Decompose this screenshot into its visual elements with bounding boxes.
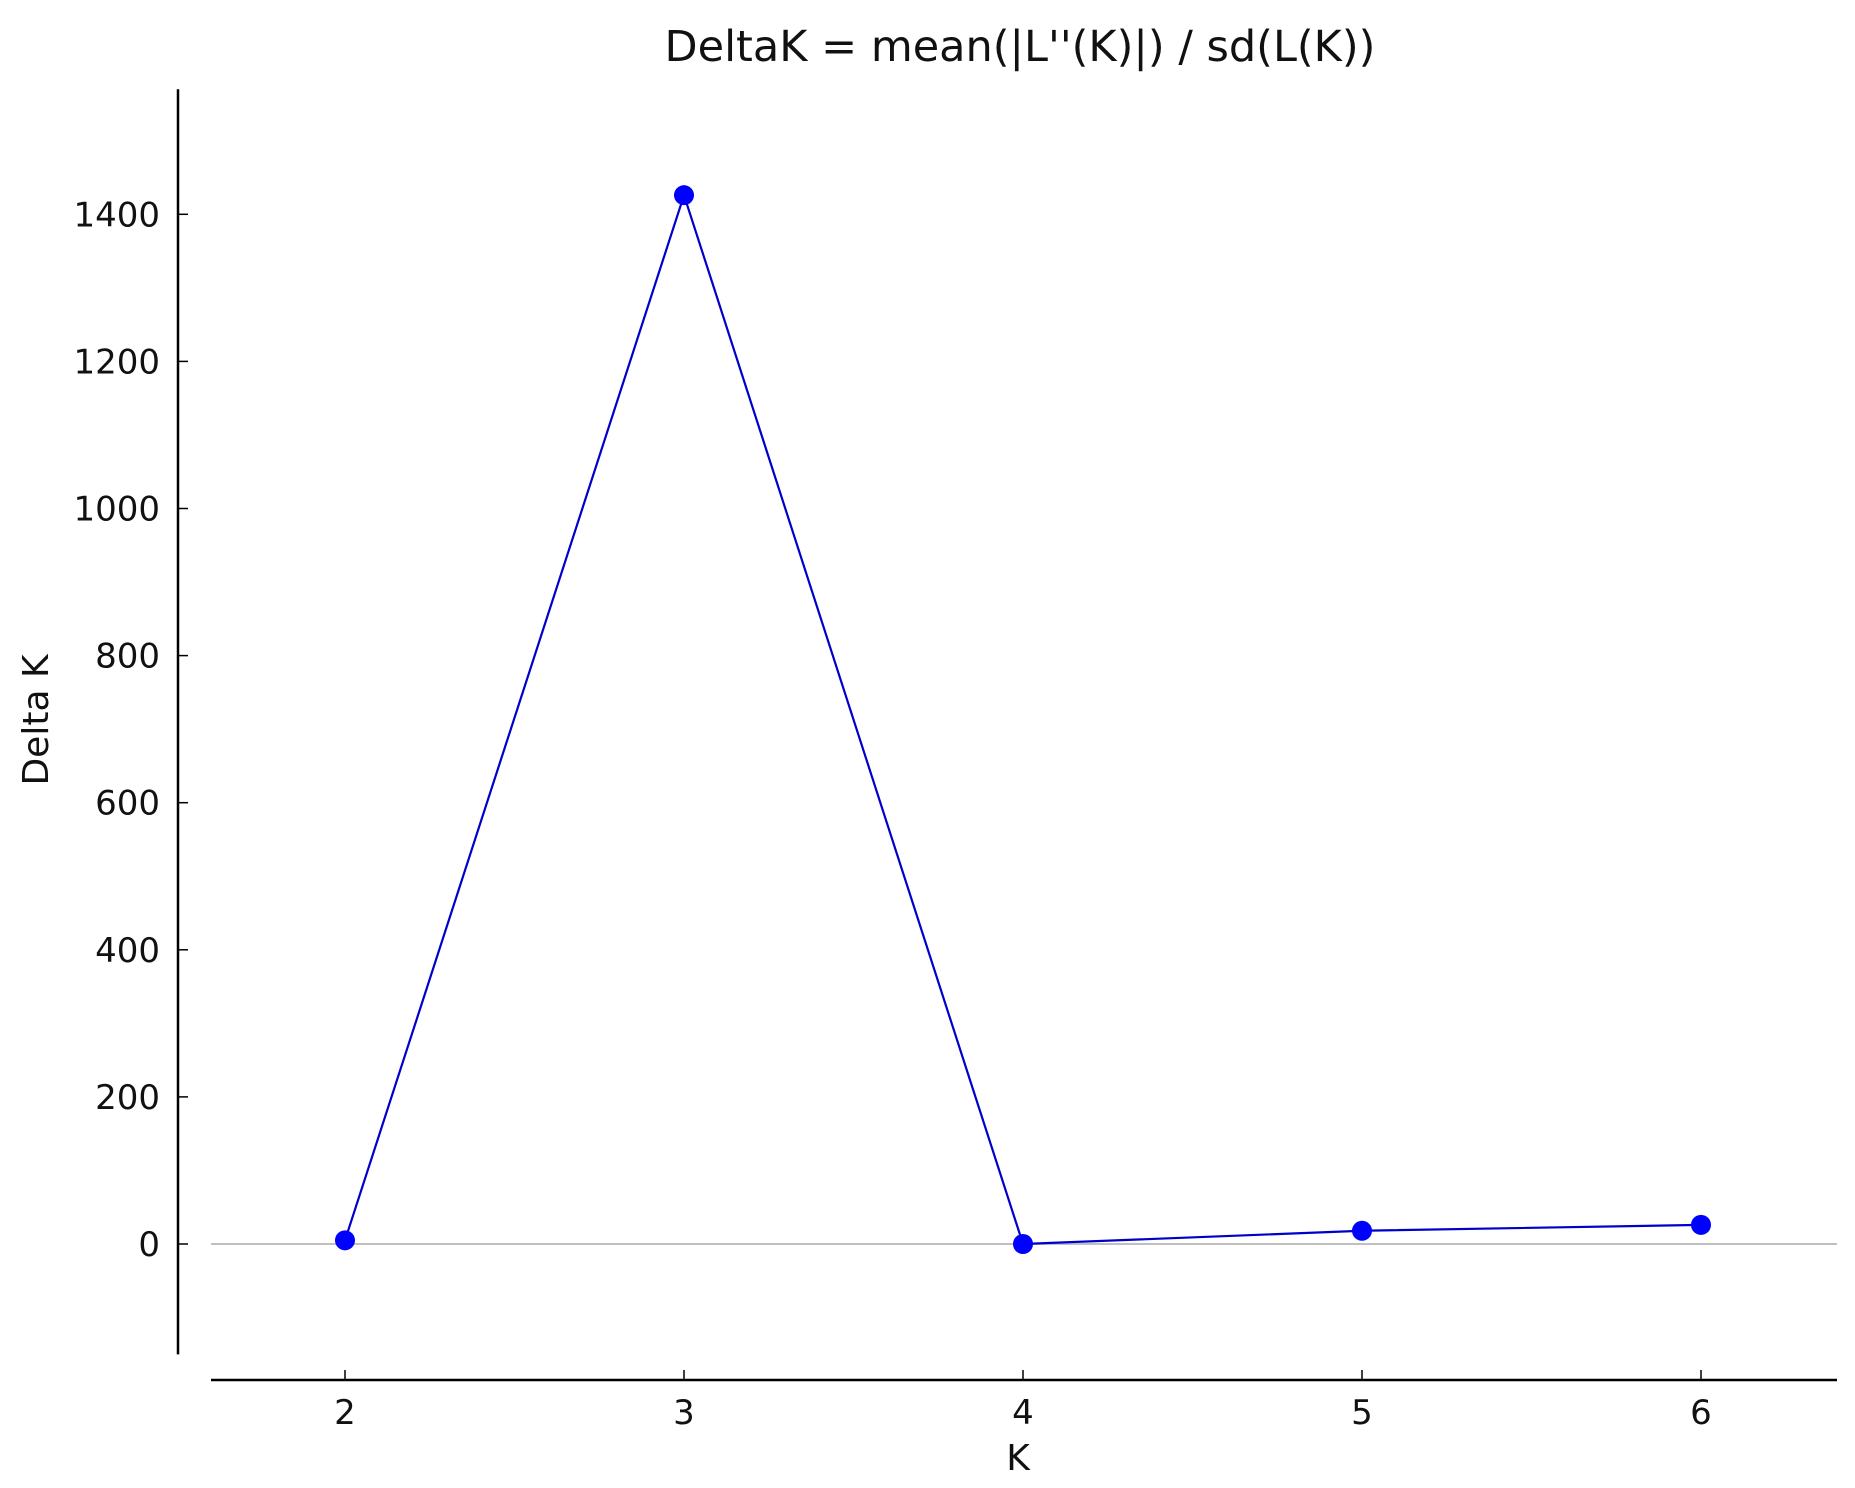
data-point-k4 <box>1013 1234 1033 1254</box>
x-tick-label: 2 <box>334 1393 356 1433</box>
y-tick-label: 1400 <box>73 195 160 235</box>
y-axis-label: Delta K <box>16 653 57 785</box>
y-tick-label: 400 <box>95 931 160 971</box>
x-tick-label: 3 <box>673 1393 695 1433</box>
y-tick-label: 0 <box>138 1225 160 1265</box>
x-tick-label: 5 <box>1351 1393 1373 1433</box>
y-tick-label: 1200 <box>73 342 160 382</box>
data-point-k3 <box>674 185 694 206</box>
data-point-k2 <box>335 1230 355 1251</box>
x-tick-label: 6 <box>1690 1393 1712 1433</box>
chart-title: DeltaK = mean(|L''(K)|) / sd(L(K)) <box>665 22 1376 72</box>
y-tick-label: 1000 <box>73 490 160 530</box>
y-tick-label: 600 <box>95 784 160 824</box>
y-tick-label: 200 <box>95 1078 160 1118</box>
series-line <box>343 191 1702 1246</box>
data-point-k6 <box>1691 1214 1711 1235</box>
y-tick-label: 800 <box>95 637 160 677</box>
x-axis-label: K <box>1006 1438 1031 1479</box>
data-point-k5 <box>1352 1220 1372 1241</box>
x-tick-label: 4 <box>1012 1393 1034 1433</box>
